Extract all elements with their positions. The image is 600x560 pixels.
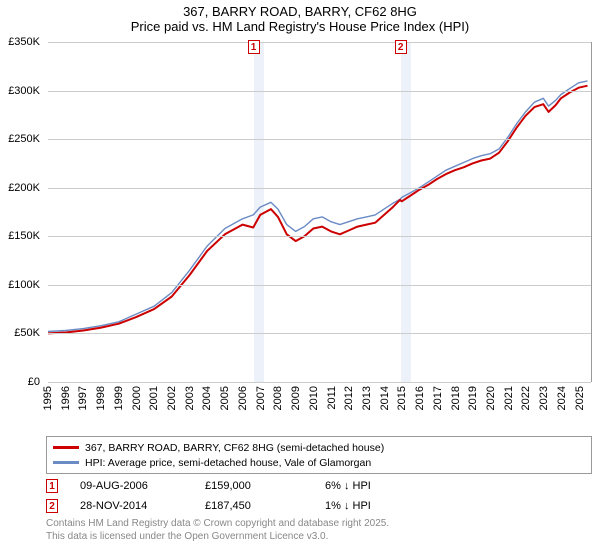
x-tick-label: 2016: [414, 386, 426, 410]
x-tick-label: 1996: [60, 386, 72, 410]
x-tick-label: 2009: [290, 386, 302, 410]
y-tick-label: £350K: [8, 36, 40, 48]
x-tick-label: 2005: [219, 386, 231, 410]
legend-label: 367, BARRY ROAD, BARRY, CF62 8HG (semi-d…: [85, 442, 384, 454]
x-tick-label: 2003: [184, 386, 196, 410]
legend: 367, BARRY ROAD, BARRY, CF62 8HG (semi-d…: [46, 436, 592, 474]
x-tick-label: 2013: [361, 386, 373, 410]
legend-swatch: [53, 461, 79, 464]
transaction-date: 28-NOV-2014: [80, 500, 205, 512]
transaction-row: 1 09-AUG-2006£159,0006% ↓ HPI: [46, 476, 592, 496]
title-address: 367, BARRY ROAD, BARRY, CF62 8HG: [0, 4, 600, 19]
series-property: [48, 86, 588, 334]
y-axis: £0£50K£100K£150K£200K£250K£300K£350K: [0, 42, 44, 382]
transactions-table: 1 09-AUG-2006£159,0006% ↓ HPI 2 28-NOV-2014…: [46, 476, 592, 516]
chart-title: 367, BARRY ROAD, BARRY, CF62 8HG Price p…: [0, 0, 600, 36]
y-tick-label: £50K: [14, 327, 40, 339]
x-tick-label: 2025: [574, 386, 586, 410]
x-tick-label: 1998: [95, 386, 107, 410]
chart-svg: [48, 42, 591, 382]
x-tick-label: 2015: [396, 386, 408, 410]
footer-line1: Contains HM Land Registry data © Crown c…: [46, 518, 592, 531]
title-subtitle: Price paid vs. HM Land Registry's House …: [0, 19, 600, 34]
footer-attribution: Contains HM Land Registry data © Crown c…: [46, 518, 592, 543]
x-tick-label: 2006: [237, 386, 249, 410]
transaction-marker: 2: [395, 40, 407, 54]
transaction-price: £159,000: [205, 480, 325, 492]
series-hpi: [48, 81, 588, 332]
transaction-row-marker: 2: [46, 499, 58, 513]
transaction-price: £187,450: [205, 500, 325, 512]
y-tick-label: £200K: [8, 182, 40, 194]
x-tick-label: 2004: [201, 386, 213, 410]
transaction-marker: 1: [248, 40, 260, 54]
x-tick-label: 2021: [503, 386, 515, 410]
x-tick-label: 1999: [113, 386, 125, 410]
x-tick-label: 2014: [379, 386, 391, 410]
legend-label: HPI: Average price, semi-detached house,…: [85, 457, 371, 469]
transaction-diff: 1% ↓ HPI: [325, 500, 371, 512]
chart-container: £0£50K£100K£150K£200K£250K£300K£350K 12 …: [0, 36, 600, 436]
y-tick-label: £100K: [8, 279, 40, 291]
transaction-diff: 6% ↓ HPI: [325, 480, 371, 492]
x-tick-label: 2017: [432, 386, 444, 410]
transaction-date: 09-AUG-2006: [80, 480, 205, 492]
x-tick-label: 2011: [326, 386, 338, 410]
x-tick-label: 1997: [77, 386, 89, 410]
x-tick-label: 2001: [148, 386, 160, 410]
legend-item: 367, BARRY ROAD, BARRY, CF62 8HG (semi-d…: [53, 440, 585, 455]
x-tick-label: 2020: [485, 386, 497, 410]
x-tick-label: 2018: [450, 386, 462, 410]
x-tick-label: 2000: [131, 386, 143, 410]
x-tick-label: 2012: [343, 386, 355, 410]
x-axis: 1995199619971998199920002001200220032004…: [48, 384, 592, 432]
footer-line2: This data is licensed under the Open Gov…: [46, 531, 592, 544]
x-tick-label: 2022: [520, 386, 532, 410]
x-tick-label: 2019: [467, 386, 479, 410]
y-tick-label: £0: [28, 376, 40, 388]
x-tick-label: 2024: [556, 386, 568, 410]
plot-area: 12: [48, 42, 592, 382]
transaction-row: 2 28-NOV-2014£187,4501% ↓ HPI: [46, 496, 592, 516]
x-tick-label: 2010: [308, 386, 320, 410]
x-tick-label: 2008: [272, 386, 284, 410]
transaction-row-marker: 1: [46, 479, 58, 493]
legend-item: HPI: Average price, semi-detached house,…: [53, 455, 585, 470]
legend-swatch: [53, 446, 79, 449]
x-tick-label: 2023: [538, 386, 550, 410]
x-tick-label: 1995: [42, 386, 54, 410]
x-tick-label: 2007: [255, 386, 267, 410]
y-tick-label: £150K: [8, 230, 40, 242]
y-tick-label: £300K: [8, 85, 40, 97]
x-tick-label: 2002: [166, 386, 178, 410]
y-tick-label: £250K: [8, 133, 40, 145]
